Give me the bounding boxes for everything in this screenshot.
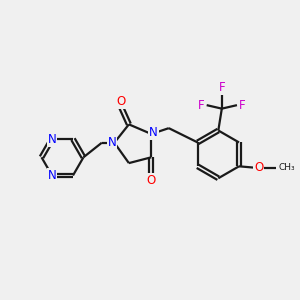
Text: O: O [254, 161, 263, 174]
Text: N: N [149, 126, 158, 139]
Text: CH₃: CH₃ [278, 163, 295, 172]
Text: N: N [48, 169, 56, 182]
Text: F: F [198, 99, 205, 112]
Text: F: F [218, 81, 225, 94]
Text: N: N [108, 136, 116, 149]
Text: O: O [116, 94, 125, 108]
Text: N: N [48, 133, 56, 146]
Text: O: O [147, 174, 156, 187]
Text: F: F [239, 99, 245, 112]
